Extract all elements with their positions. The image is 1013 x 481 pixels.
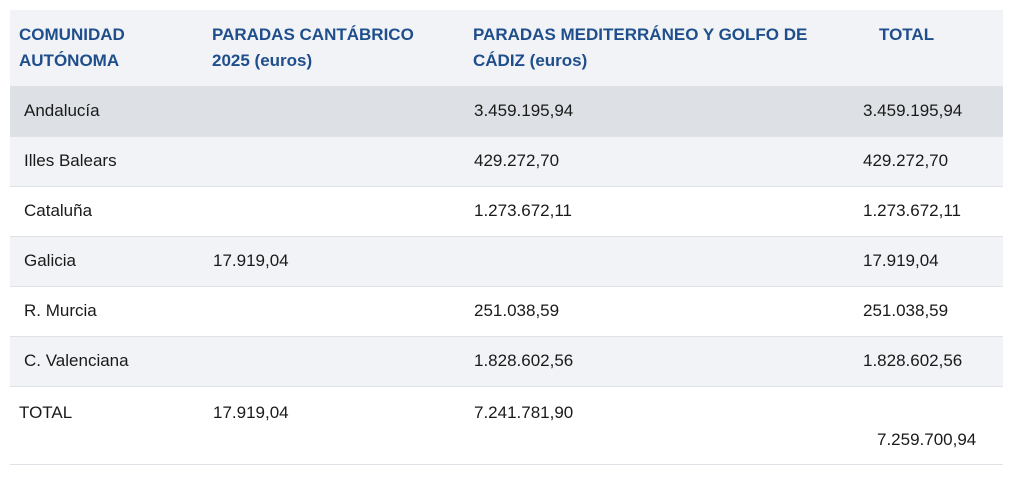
aid-distribution-table: COMUNIDAD AUTÓNOMA PARADAS CANTÁBRICO 20… — [10, 10, 1003, 465]
totals-label: TOTAL — [10, 386, 203, 465]
cell-region: Galicia — [10, 236, 203, 287]
cell-region: C. Valenciana — [10, 336, 203, 387]
cell-region: R. Murcia — [10, 286, 203, 337]
cell-mediterraneo: 1.273.672,11 — [464, 186, 843, 237]
cell-mediterraneo: 1.828.602,56 — [464, 336, 843, 387]
cell-cantabrico — [203, 86, 464, 137]
cell-mediterraneo: 251.038,59 — [464, 286, 843, 337]
totals-cantabrico: 17.919,04 — [203, 386, 464, 465]
table-row: Andalucía 3.459.195,94 3.459.195,94 — [10, 86, 1003, 137]
header-total: TOTAL — [843, 10, 1003, 86]
cell-region: Andalucía — [10, 86, 203, 137]
cell-mediterraneo: 429.272,70 — [464, 136, 843, 187]
table-body: Andalucía 3.459.195,94 3.459.195,94 Ille… — [10, 86, 1003, 465]
header-region: COMUNIDAD AUTÓNOMA — [10, 10, 203, 86]
header-cantabrico: PARADAS CANTÁBRICO 2025 (euros) — [203, 10, 464, 86]
cell-cantabrico — [203, 186, 464, 237]
table-row: Galicia 17.919,04 17.919,04 — [10, 236, 1003, 287]
table-row: C. Valenciana 1.828.602,56 1.828.602,56 — [10, 336, 1003, 387]
cell-total: 429.272,70 — [843, 136, 1003, 187]
cell-cantabrico — [203, 286, 464, 337]
cell-mediterraneo — [464, 236, 843, 287]
header-mediterraneo: PARADAS MEDITERRÁNEO Y GOLFO DE CÁDIZ (e… — [464, 10, 843, 86]
totals-mediterraneo: 7.241.781,90 — [464, 386, 843, 465]
aid-distribution-table-container: COMUNIDAD AUTÓNOMA PARADAS CANTÁBRICO 20… — [10, 10, 1003, 465]
cell-total: 3.459.195,94 — [843, 86, 1003, 137]
cell-cantabrico — [203, 336, 464, 387]
cell-total: 1.273.672,11 — [843, 186, 1003, 237]
cell-region: Cataluña — [10, 186, 203, 237]
cell-cantabrico: 17.919,04 — [203, 236, 464, 287]
cell-region: Illes Balears — [10, 136, 203, 187]
table-row: R. Murcia 251.038,59 251.038,59 — [10, 286, 1003, 337]
header-row: COMUNIDAD AUTÓNOMA PARADAS CANTÁBRICO 20… — [10, 10, 1003, 86]
table-header: COMUNIDAD AUTÓNOMA PARADAS CANTÁBRICO 20… — [10, 10, 1003, 86]
cell-mediterraneo: 3.459.195,94 — [464, 86, 843, 137]
totals-grand-total: 7.259.700,94 — [843, 386, 1003, 465]
table-row: Illes Balears 429.272,70 429.272,70 — [10, 136, 1003, 187]
totals-row: TOTAL 17.919,04 7.241.781,90 7.259.700,9… — [10, 386, 1003, 465]
cell-total: 1.828.602,56 — [843, 336, 1003, 387]
cell-cantabrico — [203, 136, 464, 187]
cell-total: 17.919,04 — [843, 236, 1003, 287]
cell-total: 251.038,59 — [843, 286, 1003, 337]
table-row: Cataluña 1.273.672,11 1.273.672,11 — [10, 186, 1003, 237]
